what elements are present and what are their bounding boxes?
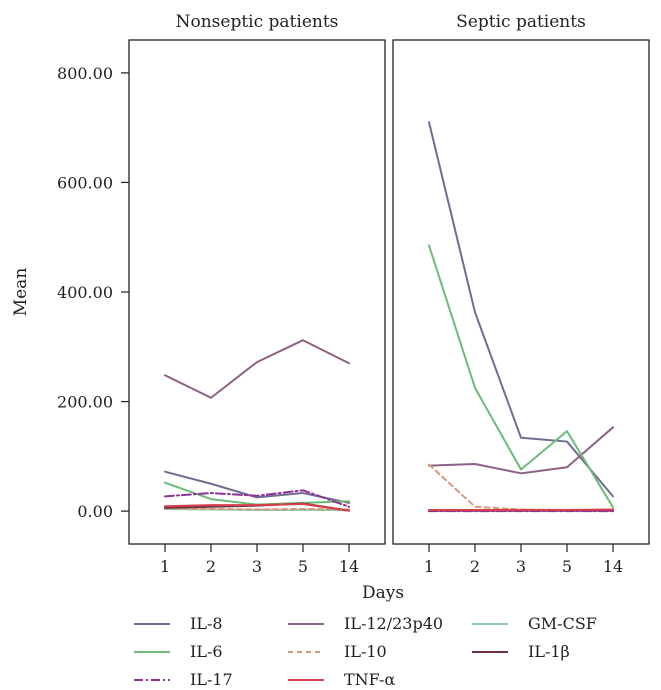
series-line-il-6: [164, 481, 350, 506]
legend-label: IL-6: [190, 642, 223, 661]
y-tick-label: 600.00: [57, 173, 113, 192]
y-tick-label: 800.00: [57, 64, 113, 83]
panel-title-septic: Septic patients: [456, 12, 586, 32]
legend-item-il-10: IL-10: [288, 642, 387, 661]
legend-label: TNF-α: [344, 670, 395, 689]
x-tick-label: 5: [298, 557, 308, 576]
x-tick-label: 14: [339, 557, 359, 576]
x-tick-label: 2: [470, 557, 480, 576]
y-tick-label: 0.00: [77, 502, 113, 521]
legend-label: IL-1β: [528, 642, 570, 661]
legend-label: IL-17: [190, 670, 233, 689]
x-tick-label: 14: [603, 557, 623, 576]
x-tick-label: 3: [252, 557, 262, 576]
panel-title-nonseptic: Nonseptic patients: [176, 12, 339, 32]
legend-item-il-6: IL-6: [134, 642, 223, 661]
legend-item-il-8: IL-8: [134, 614, 223, 633]
x-tick-label: 2: [206, 557, 216, 576]
series-line-tnf-alpha: [164, 503, 350, 512]
series-line-il-12-23p40: [164, 339, 350, 399]
legend-item-tnf-alpha: TNF-α: [288, 670, 395, 689]
legend-item-il-17: IL-17: [134, 670, 233, 689]
legend-label: IL-10: [344, 642, 387, 661]
y-axis-title: Mean: [11, 268, 31, 317]
y-tick-label: 400.00: [57, 283, 113, 302]
series-line-il-6: [428, 244, 614, 509]
legend-label: IL-8: [190, 614, 223, 633]
x-ticks-nonseptic: 1 2 3 5 14: [160, 544, 359, 576]
x-tick-label: 1: [160, 557, 170, 576]
panel-frame-nonseptic: [128, 39, 386, 545]
series-line-il-12-23p40: [428, 426, 614, 475]
legend-item-gm-csf: GM-CSF: [472, 614, 597, 633]
series-line-il-8: [428, 121, 614, 498]
panel-septic: Septic patients 1 2 3 5 14: [392, 12, 650, 576]
series-line-tnf-alpha: [428, 508, 614, 512]
x-tick-label: 5: [562, 557, 572, 576]
series-line-il-10: [428, 463, 614, 512]
legend-item-il-12-23p40: IL-12/23p40: [288, 614, 443, 633]
series-line-il-8: [164, 470, 350, 504]
x-ticks-septic: 1 2 3 5 14: [424, 544, 623, 576]
x-tick-label: 1: [424, 557, 434, 576]
x-tick-label: 3: [516, 557, 526, 576]
x-axis-title: Days: [362, 583, 404, 603]
y-tick-label: 200.00: [57, 393, 113, 412]
legend: IL-8 IL-6 IL-17 IL-12/23p40 IL-10 TNF-α GM-CSF…: [134, 614, 597, 689]
legend-label: IL-12/23p40: [344, 614, 443, 633]
y-axis-ticks: 0.00 200.00 400.00 600.00 800.00: [57, 64, 129, 521]
series-lines-septic: [428, 121, 614, 513]
series-line-il-17: [164, 489, 350, 508]
legend-label: GM-CSF: [528, 614, 597, 633]
panel-nonseptic: Nonseptic patients 1 2 3 5 14: [128, 12, 386, 576]
y-axis-title-group: Mean: [11, 268, 31, 317]
series-lines-nonseptic: [164, 339, 350, 512]
series-line-il-10: [164, 507, 350, 511]
legend-item-il-1beta: IL-1β: [472, 642, 570, 661]
